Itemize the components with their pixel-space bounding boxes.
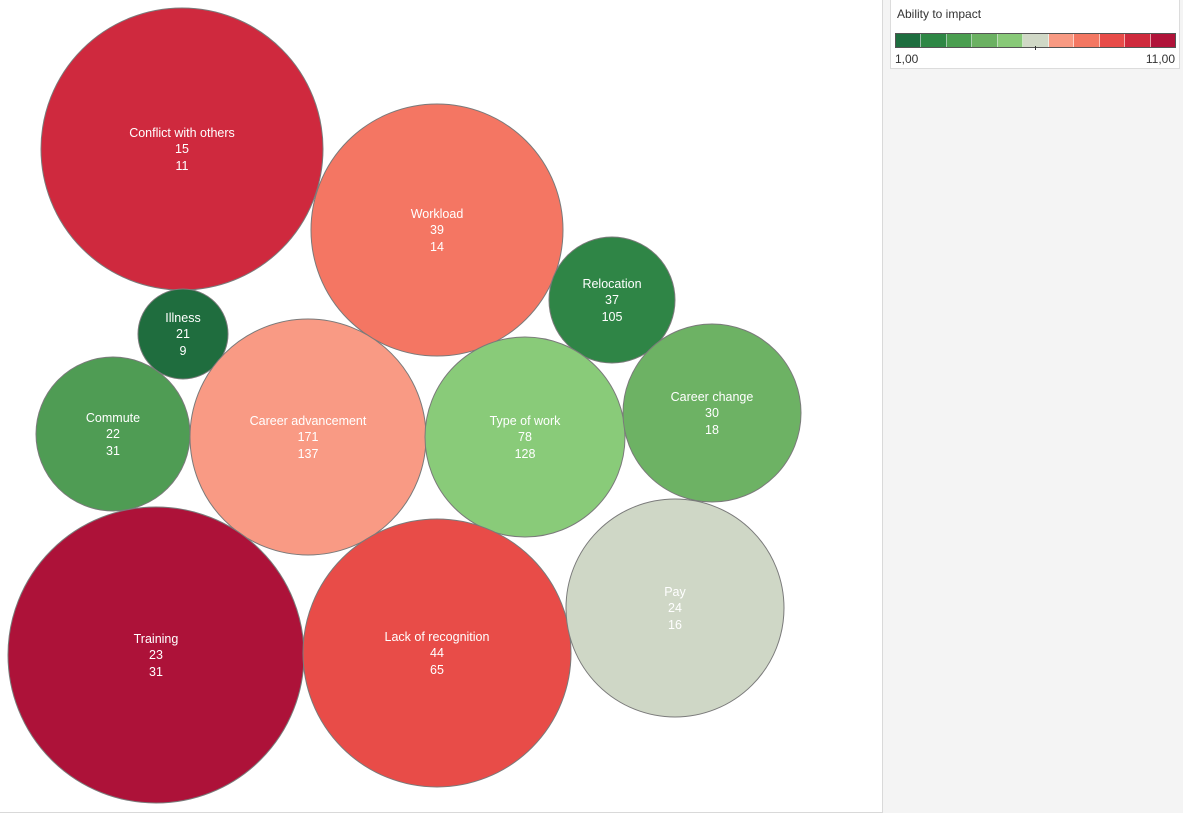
bubble-value2-label: 16 <box>668 618 682 632</box>
bubble-circle[interactable] <box>548 236 676 364</box>
legend-title: Ability to impact <box>897 7 982 21</box>
bubble-value1-label: 44 <box>430 646 444 660</box>
bubble-value2-label: 31 <box>106 444 120 458</box>
bubble-value2-label: 31 <box>149 665 163 679</box>
bubble-value2-label: 65 <box>430 663 444 677</box>
bubble-chart-area: Conflict with others 15 11 Workload 39 14 Relo… <box>7 7 802 804</box>
bubble-mark[interactable]: Career advancement 171 137 <box>189 318 427 556</box>
legend-max-label: 11,00 <box>1145 52 1175 66</box>
color-legend[interactable]: Ability to impact 1,00 11,00 <box>890 0 1180 69</box>
bubble-mark[interactable]: Commute 22 31 <box>35 356 191 512</box>
bubble-circle[interactable] <box>424 336 626 538</box>
bubble-category-label: Illness <box>165 311 200 325</box>
bubble-value1-label: 24 <box>668 601 682 615</box>
bubble-value1-label: 21 <box>176 327 190 341</box>
bubble-category-label: Pay <box>664 585 686 599</box>
legend-swatch[interactable] <box>946 34 973 47</box>
bubble-value1-label: 171 <box>298 430 319 444</box>
bubble-value2-label: 128 <box>515 447 536 461</box>
bubble-category-label: Lack of recognition <box>385 630 490 644</box>
bubble-chart: Conflict with others 15 11 Workload 39 14 Relo… <box>7 7 802 804</box>
bubble-value1-label: 23 <box>149 648 163 662</box>
bubble-value1-label: 22 <box>106 427 120 441</box>
legend-swatch[interactable] <box>972 34 998 47</box>
legend-swatch[interactable] <box>1074 34 1100 47</box>
bubble-circle[interactable] <box>310 103 564 357</box>
legend-swatch[interactable] <box>921 34 947 47</box>
bubble-mark[interactable]: Career change 30 18 <box>622 323 802 503</box>
bubble-category-label: Career change <box>671 390 754 404</box>
side-panel <box>883 0 1183 813</box>
bubble-category-label: Workload <box>411 207 464 221</box>
legend-swatch[interactable] <box>997 34 1024 47</box>
bubble-value1-label: 39 <box>430 223 444 237</box>
legend-swatch[interactable] <box>896 34 922 47</box>
bubble-mark[interactable]: Pay 24 16 <box>565 498 785 718</box>
bubble-value2-label: 137 <box>298 447 319 461</box>
bubble-value2-label: 9 <box>180 344 187 358</box>
bubble-value2-label: 11 <box>176 159 189 173</box>
bubble-category-label: Conflict with others <box>129 126 235 140</box>
bubble-circle[interactable] <box>302 518 572 788</box>
bubble-category-label: Relocation <box>582 277 641 291</box>
bubble-value1-label: 37 <box>605 293 619 307</box>
bubble-mark[interactable]: Workload 39 14 <box>310 103 564 357</box>
bubble-mark[interactable]: Training 23 31 <box>7 506 305 804</box>
bubble-mark[interactable]: Illness 21 9 <box>137 288 229 380</box>
bubble-mark[interactable]: Lack of recognition 44 65 <box>302 518 572 788</box>
bubble-value1-label: 78 <box>518 430 532 444</box>
legend-swatch[interactable] <box>1150 34 1175 47</box>
legend-swatch[interactable] <box>1048 34 1075 47</box>
legend-swatch[interactable] <box>1125 34 1151 47</box>
panel-divider <box>882 0 883 813</box>
legend-min-label: 1,00 <box>895 52 919 66</box>
bubble-value2-label: 14 <box>430 240 444 254</box>
bubble-value2-label: 105 <box>602 310 623 324</box>
bubble-category-label: Training <box>134 632 179 646</box>
bubble-mark[interactable]: Conflict with others 15 11 <box>40 7 324 291</box>
legend-midpoint-tick <box>1035 46 1036 50</box>
bubble-value2-label: 18 <box>705 423 719 437</box>
bubble-circle[interactable] <box>137 288 229 380</box>
bubble-mark[interactable]: Relocation 37 105 <box>548 236 676 364</box>
legend-swatch[interactable] <box>1099 34 1126 47</box>
bubble-category-label: Commute <box>86 411 140 425</box>
bubble-mark[interactable]: Type of work 78 128 <box>424 336 626 538</box>
bubble-value1-label: 15 <box>175 142 189 156</box>
legend-swatch[interactable] <box>1023 34 1049 47</box>
bubble-circle[interactable] <box>565 498 785 718</box>
bubble-category-label: Type of work <box>490 414 562 428</box>
bubble-circle[interactable] <box>622 323 802 503</box>
bubble-value1-label: 30 <box>705 406 719 420</box>
bubble-category-label: Career advancement <box>250 414 367 428</box>
